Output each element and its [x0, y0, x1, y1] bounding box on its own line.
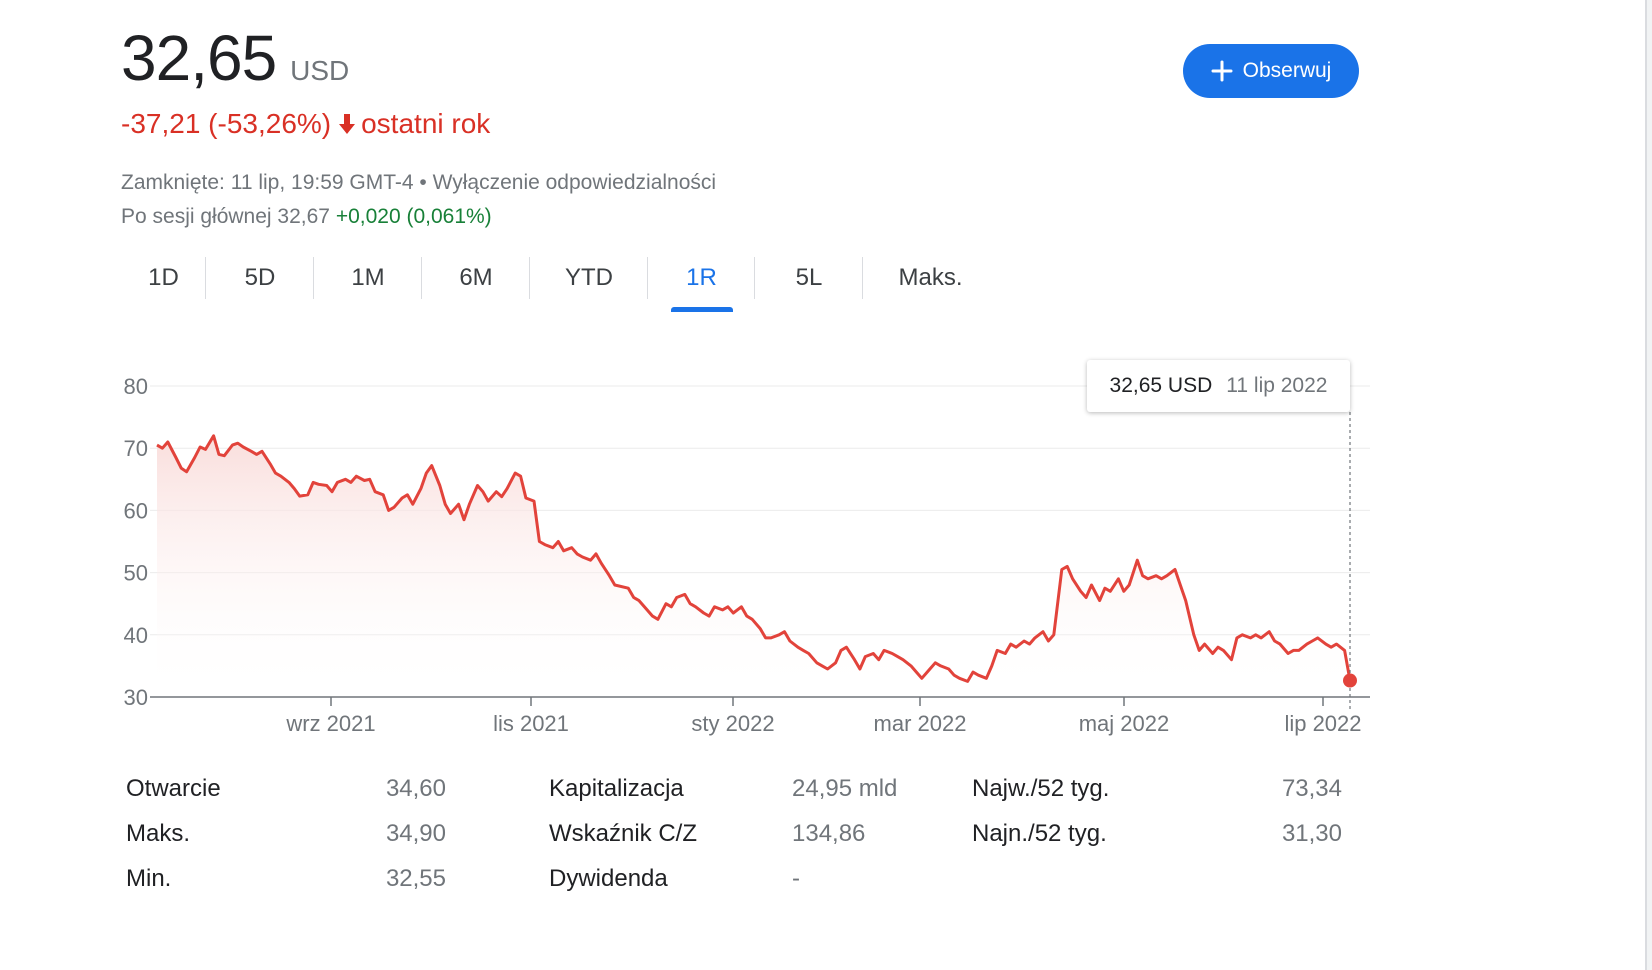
x-tick-label: wrz 2021	[285, 711, 375, 736]
last-price-dot	[1343, 673, 1357, 688]
range-tabs: 1D 5D 1M 6M YTD 1R 5L Maks.	[121, 250, 998, 312]
page-scrollbar[interactable]	[1645, 0, 1652, 970]
tab-label: 1D	[148, 264, 179, 291]
tab-5l[interactable]: 5L	[755, 250, 863, 306]
price-line	[156, 434, 1352, 683]
after-hours-label: Po sesji głównej 32,67	[121, 205, 330, 228]
stat-value: 24,95 mld	[792, 775, 898, 802]
stat-value: 34,60	[385, 775, 446, 802]
tab-label: 5L	[795, 264, 823, 291]
price-change: -37,21 (-53,26%) ostatni rok	[121, 108, 490, 140]
y-tick-label: 60	[124, 498, 148, 523]
stat-value: 134,86	[792, 820, 866, 847]
y-axis-labels: 80 70 60 50 40 30	[124, 374, 148, 710]
stat-label: Dywidenda	[549, 865, 668, 892]
y-tick-label: 80	[124, 374, 148, 399]
arrow-down-icon	[339, 114, 356, 134]
tab-label: 5D	[244, 264, 276, 291]
stat-value: 32,55	[385, 865, 446, 892]
stat-label: Min.	[126, 865, 172, 892]
stat-label: Maks.	[126, 820, 191, 847]
follow-button[interactable]: Obserwuj	[1183, 44, 1359, 98]
tab-5d[interactable]: 5D	[206, 250, 314, 306]
stat-label: Wskaźnik C/Z	[549, 820, 698, 847]
price-area	[157, 435, 1350, 697]
active-tab-indicator	[670, 307, 733, 312]
tab-ytd[interactable]: YTD	[530, 250, 648, 306]
tab-label: 1M	[351, 264, 385, 291]
y-tick-label: 30	[124, 685, 148, 710]
stat-value: 31,30	[1281, 820, 1342, 847]
tab-1r[interactable]: 1R	[648, 250, 755, 312]
currency-label: USD	[290, 55, 350, 86]
price-block: 32,65 USD	[121, 22, 349, 94]
after-hours-change: +0,020 (0,061%)	[335, 205, 492, 228]
y-tick-label: 70	[124, 436, 148, 461]
tab-max[interactable]: Maks.	[863, 250, 998, 306]
x-tick-label: lip 2022	[1284, 711, 1361, 736]
stat-value: 73,34	[1281, 775, 1342, 802]
tab-1m[interactable]: 1M	[314, 250, 422, 306]
tab-label: YTD	[565, 264, 613, 291]
market-meta: Zamknięte: 11 lip, 19:59 GMT-4 • Wyłącze…	[121, 166, 716, 234]
tab-label: Maks.	[898, 264, 963, 291]
tab-1d[interactable]: 1D	[121, 250, 206, 306]
y-tick-label: 50	[124, 561, 148, 586]
current-price: 32,65	[121, 22, 277, 94]
tab-6m[interactable]: 6M	[422, 250, 530, 306]
stat-label: Otwarcie	[126, 775, 221, 802]
x-tick-label: maj 2022	[1079, 711, 1170, 736]
follow-button-label: Obserwuj	[1242, 59, 1332, 82]
price-chart[interactable]: 80 70 60 50 40 30 wrz 2021 lis 2021 sty 2022 mar…	[0, 340, 1420, 750]
stat-value: 34,90	[385, 820, 446, 847]
tooltip-price: 32,65 USD	[1109, 374, 1213, 397]
change-value: -37,21 (-53,26%)	[121, 108, 332, 139]
x-tick-label: lis 2021	[493, 711, 569, 736]
x-tick-label: mar 2022	[874, 711, 967, 736]
closed-label: Zamknięte: 11 lip, 19:59 GMT-4	[121, 171, 414, 194]
y-tick-label: 40	[124, 623, 148, 648]
tab-label: 6M	[459, 264, 493, 291]
stat-value: -	[792, 865, 800, 892]
stat-label: Najw./52 tyg.	[972, 775, 1110, 802]
change-period: ostatni rok	[361, 108, 491, 139]
x-tick-label: sty 2022	[691, 711, 774, 736]
chart-tooltip: 32,65 USD 11 lip 2022	[1087, 360, 1350, 412]
after-hours-line: Po sesji głównej 32,67 +0,020 (0,061%)	[121, 200, 716, 234]
x-axis: wrz 2021 lis 2021 sty 2022 mar 2022 maj 2022…	[150, 696, 1370, 736]
tooltip-date: 11 lip 2022	[1226, 374, 1328, 397]
disclaimer-link[interactable]: Wyłączenie odpowiedzialności	[432, 171, 717, 194]
tab-label: 1R	[686, 264, 717, 291]
closed-line: Zamknięte: 11 lip, 19:59 GMT-4 • Wyłącze…	[121, 171, 717, 194]
plus-icon	[1211, 60, 1233, 82]
stat-label: Najn./52 tyg.	[972, 820, 1107, 847]
stat-label: Kapitalizacja	[549, 775, 684, 802]
